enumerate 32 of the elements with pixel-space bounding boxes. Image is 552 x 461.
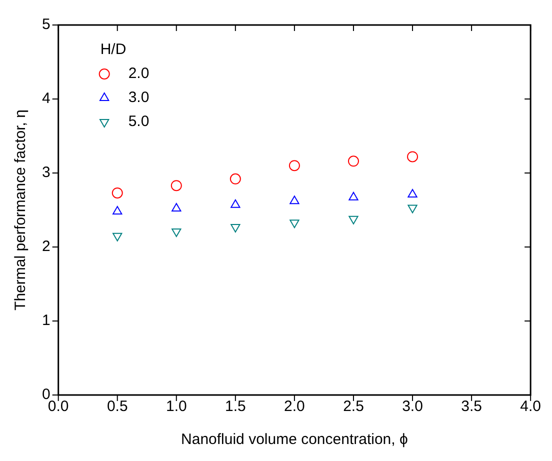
point (112, 187, 123, 198)
point (288, 160, 300, 172)
x-tick-label: 2.5 (343, 398, 364, 416)
legend-label: 2.0 (128, 65, 150, 82)
x-tick-label: 0.0 (48, 398, 69, 416)
point (290, 220, 300, 228)
legend-label: 5.0 (128, 113, 150, 130)
point (230, 173, 241, 184)
x-axis-title: Nanofluid volume concentration, ϕ (181, 431, 408, 448)
legend-label: 3.0 (128, 89, 150, 106)
legend-title: H/D (100, 41, 126, 58)
x-tick-label: 3.0 (402, 398, 423, 416)
point (348, 216, 358, 224)
point (112, 232, 122, 242)
x-tick-label: 1.0 (166, 398, 187, 416)
point (348, 156, 359, 167)
y-axis-title: Thermal performance factor, η (12, 110, 30, 310)
y-tick-label: 5 (42, 16, 50, 34)
x-tick-label: 0.5 (106, 398, 128, 416)
x-tick-label: 1.5 (225, 398, 246, 416)
x-tick-label: 4.0 (520, 398, 542, 416)
y-tick-label: 3 (42, 164, 50, 182)
point (170, 180, 182, 192)
point (230, 224, 240, 233)
point (408, 204, 418, 214)
y-tick-label: 4 (42, 90, 50, 108)
y-tick-label: 2 (42, 238, 50, 256)
x-tick-label: 2.0 (284, 398, 305, 416)
point (172, 228, 182, 237)
y-tick-label: 1 (42, 312, 50, 330)
x-tick-label: 3.5 (461, 398, 482, 416)
point (407, 151, 418, 162)
